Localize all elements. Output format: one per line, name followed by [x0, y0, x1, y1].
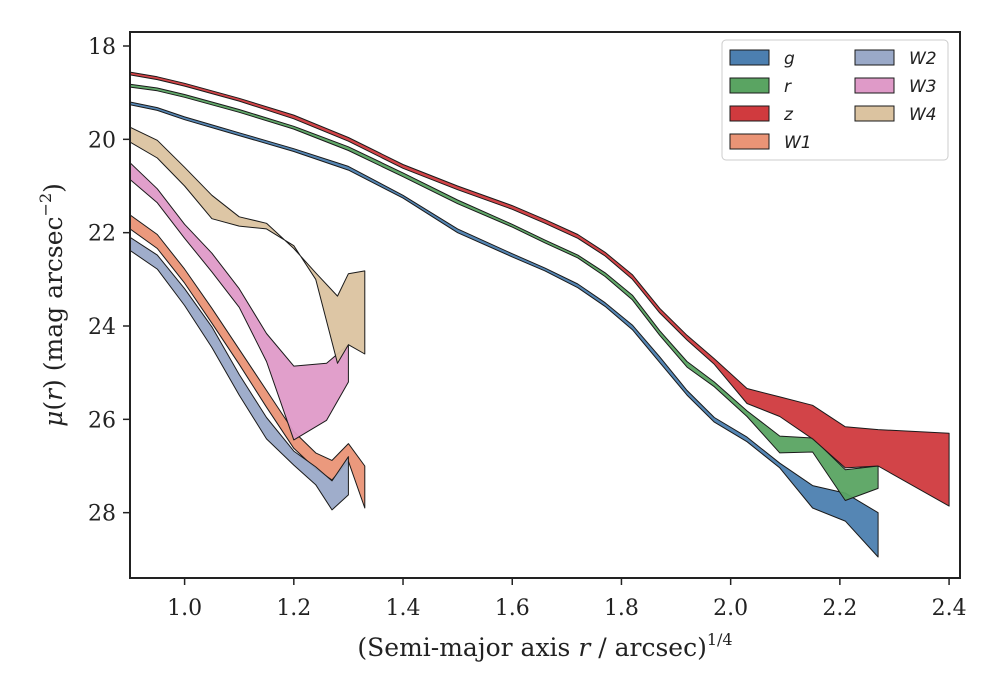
x-tick-label: 2.4 [932, 596, 967, 621]
series-bands [130, 71, 950, 558]
legend-label: r [784, 77, 792, 97]
legend-item-w1: W1 [729, 133, 812, 153]
legend-item-w4: W4 [854, 105, 937, 125]
band-r [130, 83, 879, 501]
band-g [130, 101, 879, 558]
band-w1 [130, 214, 366, 509]
x-tick-label: 1.6 [495, 596, 530, 621]
band-z [130, 71, 950, 507]
x-tick-label: 1.8 [604, 596, 639, 621]
legend-label: W3 [909, 77, 937, 97]
plot-frame [129, 31, 961, 579]
legend-item-z: z [729, 105, 794, 125]
x-tick-label: 1.2 [276, 596, 311, 621]
legend-swatch [854, 49, 895, 66]
x-axis-ticks: 1.0 1.2 1.4 1.6 1.8 2.0 2.2 2.4 [167, 578, 967, 621]
x-tick-label: 1.4 [386, 596, 421, 621]
legend-label: g [784, 49, 795, 69]
x-axis-label-sup: 1/4 [707, 630, 733, 649]
x-axis-label: (Semi-major axis r / arcsec)1/4 [357, 630, 732, 662]
y-tick-label: 26 [88, 408, 116, 433]
legend-swatch [729, 105, 770, 122]
legend-swatch [729, 49, 770, 66]
legend-label: W4 [909, 105, 937, 125]
y-tick-label: 22 [88, 222, 116, 247]
y-axis-label-var: r [39, 387, 68, 401]
legend-box [721, 39, 949, 161]
legend-item-w3: W3 [854, 77, 937, 97]
y-axis-label-close: ) [39, 379, 68, 389]
y-axis-label-open: ( [39, 401, 68, 411]
legend-swatch [854, 77, 895, 94]
y-tick-label: 18 [88, 35, 116, 60]
legend-label: z [783, 105, 794, 125]
y-tick-label: 24 [88, 315, 116, 340]
x-axis-label-var: r [578, 633, 592, 662]
x-axis-label-post: / arcsec) [590, 633, 707, 662]
y-tick-label: 28 [88, 502, 116, 527]
legend-swatch [729, 133, 770, 150]
band-w2 [130, 236, 349, 511]
legend-item-g: g [729, 49, 795, 69]
x-tick-label: 1.0 [167, 596, 202, 621]
band-w4 [130, 126, 366, 364]
legend-swatch [854, 105, 895, 122]
legend-swatch [729, 77, 770, 94]
y-axis-label-sup: −2 [36, 193, 55, 217]
y-tick-label: 20 [88, 128, 116, 153]
y-axis-ticks: 18 20 22 24 26 28 [88, 35, 130, 527]
legend-item-r: r [729, 77, 792, 97]
x-tick-label: 2.2 [822, 596, 857, 621]
y-axis-label-end: ) [39, 183, 68, 193]
y-axis-label-post: (mag arcsec [39, 216, 68, 379]
x-tick-label: 2.0 [713, 596, 748, 621]
y-axis-label-mu: μ [39, 411, 68, 427]
y-axis-label: μ(r) (mag arcsec−2) [36, 183, 68, 427]
legend-label: W2 [909, 49, 937, 69]
legend-item-w2: W2 [854, 49, 937, 69]
x-axis-label-pre: (Semi-major axis [357, 633, 578, 662]
legend-label: W1 [784, 133, 812, 153]
band-w3 [130, 162, 349, 441]
legend: grz W1 W2 W3 W4 [721, 39, 949, 161]
